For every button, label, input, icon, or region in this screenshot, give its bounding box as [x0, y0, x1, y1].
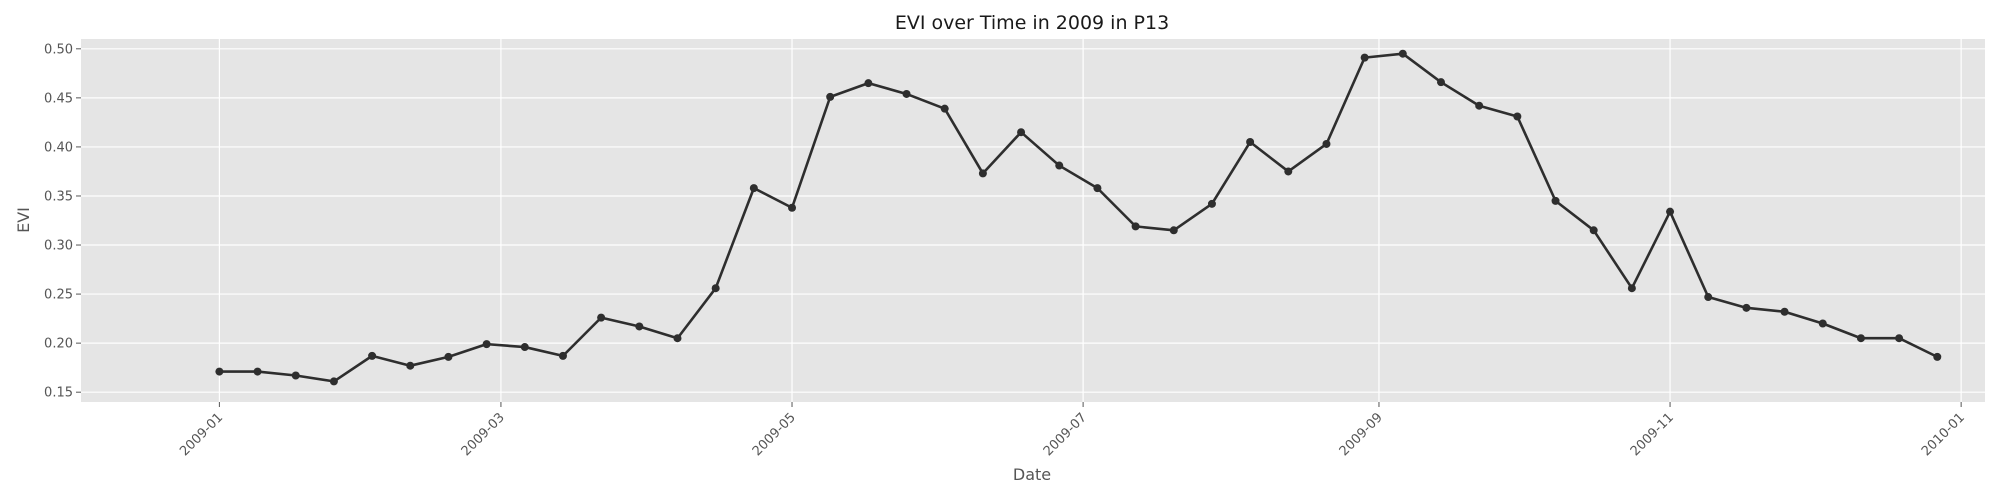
- data-point: [215, 367, 224, 376]
- data-point: [1589, 226, 1598, 235]
- data-point: [1475, 101, 1484, 110]
- y-axis-ticks: 0.15 0.20 0.25 0.30 0.35 0.40 0.45 0.50: [44, 42, 81, 401]
- x-tick-label: 2009-09: [1337, 410, 1386, 459]
- data-point: [1437, 78, 1445, 87]
- data-point: [1017, 128, 1026, 137]
- data-point: [1856, 334, 1865, 343]
- series-evi: [215, 49, 1942, 386]
- x-tick-label: 2010-01: [1919, 410, 1968, 459]
- data-point: [1169, 226, 1178, 235]
- data-point: [558, 351, 567, 360]
- x-tick-label: 2009-03: [459, 410, 508, 459]
- data-point: [482, 340, 491, 349]
- data-point: [1246, 138, 1255, 147]
- x-axis-label: Date: [1013, 465, 1051, 484]
- data-point: [1360, 53, 1369, 62]
- data-point: [1207, 199, 1216, 208]
- chart-title: EVI over Time in 2009 in P13: [895, 12, 1169, 34]
- x-tick-label: 2009-11: [1628, 410, 1677, 459]
- x-tick-label: 2009-01: [177, 410, 226, 459]
- data-point: [788, 203, 797, 212]
- data-point: [673, 334, 682, 343]
- data-point: [1933, 352, 1942, 361]
- data-point: [1818, 319, 1827, 328]
- data-point: [1627, 284, 1636, 293]
- data-point: [711, 284, 720, 293]
- data-point: [520, 343, 529, 352]
- data-point: [864, 79, 873, 88]
- y-tick-label: 0.40: [44, 140, 73, 155]
- data-point: [635, 322, 644, 331]
- y-tick-label: 0.45: [44, 91, 73, 106]
- data-point: [940, 104, 949, 113]
- data-point: [597, 313, 606, 322]
- data-point: [1551, 196, 1560, 205]
- data-point: [444, 352, 453, 361]
- data-point: [1780, 307, 1789, 316]
- data-point: [1742, 303, 1751, 312]
- data-point: [1322, 139, 1331, 148]
- data-point: [1666, 207, 1675, 216]
- data-point: [291, 371, 300, 380]
- y-tick-label: 0.15: [44, 386, 73, 401]
- data-point: [978, 169, 987, 178]
- y-tick-label: 0.25: [44, 288, 73, 303]
- data-point: [826, 92, 835, 101]
- y-tick-label: 0.50: [44, 42, 73, 57]
- data-point: [329, 377, 338, 386]
- data-point: [749, 184, 758, 193]
- data-point: [1895, 334, 1904, 343]
- y-tick-label: 0.20: [44, 337, 73, 352]
- data-point: [1284, 167, 1293, 176]
- y-tick-label: 0.30: [44, 239, 73, 254]
- y-axis-label: EVI: [14, 207, 33, 233]
- data-point: [1398, 49, 1407, 58]
- data-point: [1055, 161, 1064, 170]
- data-point: [902, 89, 911, 98]
- plot-area: [81, 39, 1985, 402]
- data-point: [1093, 184, 1102, 193]
- data-point: [368, 351, 377, 360]
- data-point: [1131, 222, 1140, 231]
- x-axis-ticks: 2009-01 2009-03 2009-05 2009-07 2009-09 2009-…: [177, 402, 1968, 459]
- y-tick-label: 0.35: [44, 189, 73, 204]
- series-line: [218, 52, 1939, 383]
- data-point: [253, 367, 262, 376]
- data-point: [1704, 293, 1713, 302]
- data-point: [406, 361, 415, 370]
- data-point: [1513, 112, 1522, 121]
- x-tick-label: 2009-05: [750, 410, 799, 459]
- gridlines: [81, 39, 1985, 402]
- x-tick-label: 2009-07: [1041, 410, 1090, 459]
